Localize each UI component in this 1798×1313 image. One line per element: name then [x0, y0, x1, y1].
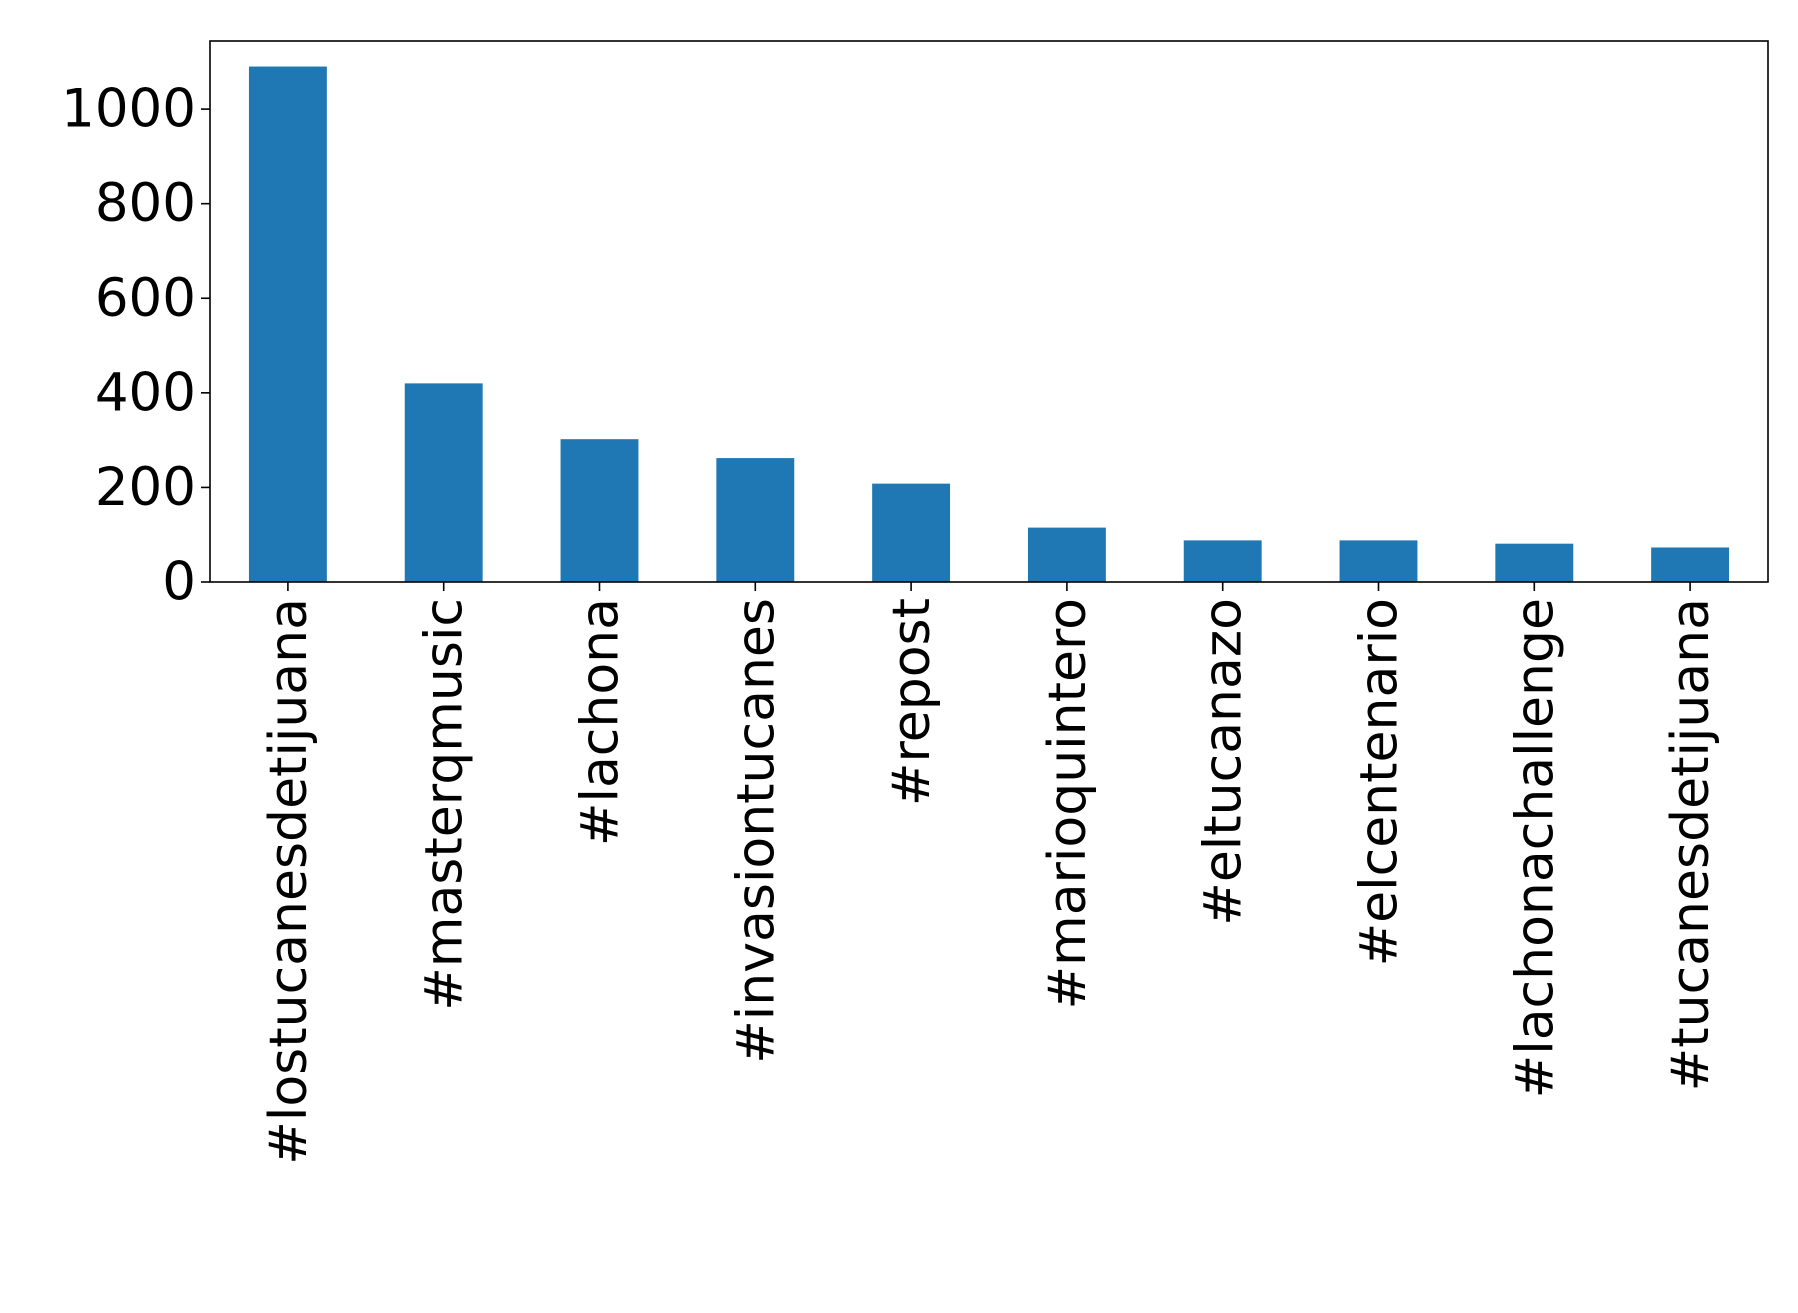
y-axis: 0 200 400 600 800 1000	[61, 79, 210, 613]
x-tick-label: #lachonachallenge	[1505, 598, 1565, 1098]
x-tick-label: #invasiontucanes	[726, 598, 786, 1064]
bar-masterqmusic	[404, 383, 483, 582]
x-tick-label: #tucanesdetijuana	[1661, 598, 1721, 1091]
bar-lostucanesdetijuana	[248, 66, 327, 583]
x-tick-label: #lostucanesdetijuana	[259, 598, 319, 1165]
bars-layer	[248, 66, 1730, 583]
y-tick-label: 400	[95, 362, 196, 423]
y-tick-label: 0	[162, 552, 196, 613]
x-tick-label: #marioquintero	[1038, 598, 1098, 1010]
x-tick-label: #masterqmusic	[415, 598, 475, 1011]
x-tick-label: #repost	[882, 598, 942, 806]
x-axis: #lostucanesdetijuana #masterqmusic #lachon…	[259, 582, 1721, 1165]
bar-elcentenario	[1339, 540, 1418, 582]
y-tick-label: 200	[95, 457, 196, 518]
bar-invasiontucanes	[716, 458, 795, 582]
bar-eltucanazo	[1183, 540, 1262, 582]
x-tick-label: #lachona	[571, 598, 631, 846]
x-tick-label: #elcentenario	[1350, 598, 1410, 966]
bar-tucanesdetijuana	[1651, 547, 1730, 582]
bar-marioquintero	[1027, 527, 1106, 582]
y-tick-label: 600	[95, 268, 196, 329]
bar-lachonachallenge	[1495, 543, 1574, 582]
bar-repost	[872, 483, 951, 582]
y-tick-label: 800	[95, 173, 196, 234]
x-tick-label: #eltucanazo	[1194, 598, 1254, 926]
bar-lachona	[560, 439, 639, 582]
y-tick-label: 1000	[61, 79, 196, 140]
plot-frame	[209, 40, 1769, 583]
